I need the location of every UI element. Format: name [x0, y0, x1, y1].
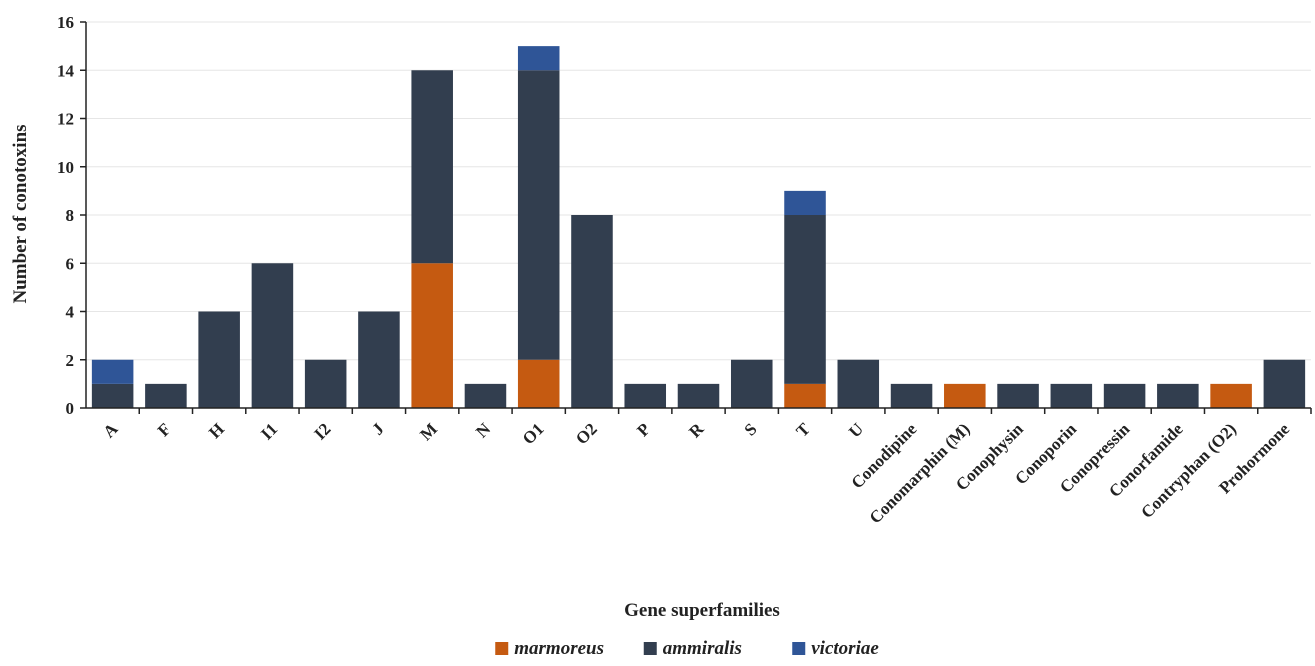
bar-ammiralis-n [464, 383, 507, 408]
bar-victoriae-a [91, 359, 134, 384]
legend-swatch-victoriae [792, 642, 806, 655]
legend-label-victoriae: victoriae [811, 638, 879, 659]
bar-ammiralis-s [730, 359, 773, 408]
y-tick-label-10: 10 [57, 158, 74, 177]
axes [80, 21, 1312, 414]
bar-victoriae-o1 [517, 46, 560, 71]
bar-ammiralis-h [198, 311, 240, 408]
x-tick-label-m: M [416, 419, 441, 444]
bar-ammiralis-m [411, 70, 453, 264]
legend-swatch-marmoreus [495, 642, 509, 655]
bar-ammiralis-i1 [251, 263, 294, 408]
bar-ammiralis-p [624, 383, 667, 408]
x-tick-label-contryphan-o2-: Contryphan (O2) [1137, 419, 1240, 522]
bar-ammiralis-t [784, 215, 826, 384]
bars [91, 46, 1306, 408]
y-axis-title: Number of conotoxins [10, 124, 31, 303]
y-tick-label-12: 12 [57, 110, 74, 129]
x-tick-label-h: H [205, 419, 228, 442]
bar-ammiralis-conoporin [1050, 383, 1093, 408]
bar-ammiralis-conophysin [997, 383, 1039, 408]
bar-victoriae-t [784, 190, 826, 215]
y-tick-label-0: 0 [66, 399, 75, 418]
bar-marmoreus-t [784, 383, 826, 408]
x-tick-label-f: F [154, 419, 175, 440]
x-tick-label-o2: O2 [572, 419, 601, 448]
x-tick-labels: A F H I1 I2 J M N O1 O2 P R S T UConodipineConomarphin… [99, 419, 1293, 527]
y-tick-label-4: 4 [66, 303, 75, 322]
x-tick-label-t: T [792, 419, 814, 441]
bar-marmoreus-contryphan-o2- [1210, 383, 1252, 408]
y-tick-labels: 0 2 4 6 8 10 12 14 16 [57, 13, 75, 418]
bar-marmoreus-o1 [517, 359, 560, 408]
x-tick-label-s: S [740, 419, 760, 439]
legend: marmoreus ammiralis victoriae [495, 638, 879, 659]
bar-ammiralis-o2 [571, 215, 613, 408]
y-tick-label-6: 6 [66, 254, 75, 273]
x-tick-label-i2: I2 [310, 419, 334, 443]
x-tick-label-i1: I1 [257, 419, 281, 443]
y-tick-label-16: 16 [57, 13, 74, 32]
bar-ammiralis-conopressin [1103, 383, 1146, 408]
x-tick-label-a: A [99, 419, 122, 442]
y-tick-label-2: 2 [66, 351, 75, 370]
x-axis-title: Gene superfamilies [624, 600, 780, 621]
bar-ammiralis-u [837, 359, 880, 408]
bar-ammiralis-prohormone [1263, 359, 1306, 408]
bar-marmoreus-conomarphin-m- [944, 383, 986, 408]
x-tick-label-o1: O1 [519, 419, 548, 448]
y-tick-label-8: 8 [66, 206, 75, 225]
bar-ammiralis-i2 [304, 359, 347, 408]
x-tick-label-r: R [685, 419, 708, 442]
x-tick-label-u: U [845, 419, 867, 441]
bar-marmoreus-m [411, 263, 453, 408]
y-tick-label-14: 14 [57, 61, 75, 80]
bar-ammiralis-f [145, 383, 187, 408]
bar-ammiralis-o1 [517, 70, 560, 360]
legend-swatch-ammiralis [643, 642, 657, 655]
x-tick-label-p: P [633, 419, 654, 440]
x-tick-label-j: J [368, 419, 388, 439]
bar-ammiralis-r [677, 383, 720, 408]
x-tick-label-n: N [472, 419, 495, 442]
x-tick-label-conomarphin-m-: Conomarphin (M) [866, 419, 974, 527]
bar-ammiralis-j [358, 311, 400, 408]
bar-ammiralis-a [91, 383, 134, 408]
bar-ammiralis-conorfamide [1157, 383, 1199, 408]
legend-label-ammiralis: ammiralis [663, 638, 742, 659]
legend-label-marmoreus: marmoreus [514, 638, 604, 659]
bar-ammiralis-conodipine [890, 383, 933, 408]
